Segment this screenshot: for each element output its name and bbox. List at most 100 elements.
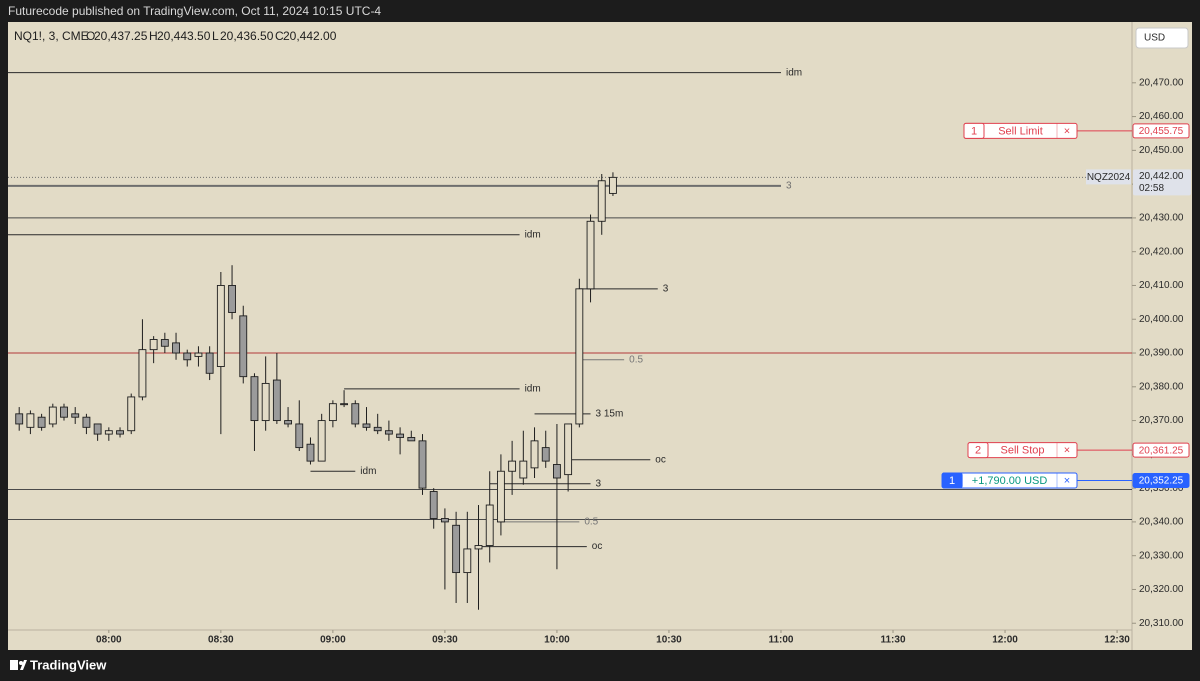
candle-body [48,406,57,425]
candle-body [440,518,449,523]
plot-area: idm 3 idm 3 0.5 idm 3 15m oc idm 3 0.5 oc [8,67,1132,610]
candle-body [474,545,483,550]
footer-logo [10,660,27,670]
level-label: idm [525,383,541,394]
candle-body [26,413,35,428]
order-qty-cell [963,122,985,139]
level-label: 3 15m [596,408,624,419]
candle-body [541,447,550,462]
candle-body [306,443,315,462]
candle-body [194,352,203,357]
level-label: 3 [596,478,602,489]
order-close[interactable]: × [1064,475,1070,487]
y-tick-label: 20,470.00 [1139,77,1184,88]
candle-body [183,352,192,361]
symbol-tag [1086,169,1131,185]
last-price-label: 20,442.00 [1139,171,1184,182]
candle-body [272,379,281,422]
level-label: oc [592,541,603,552]
chart-panel [8,22,1192,650]
candle-body [317,420,326,462]
candle-body [463,548,472,574]
order-qty: 1 [971,125,977,137]
currency-button[interactable] [1135,27,1189,49]
y-tick-label: 20,390.00 [1139,348,1184,359]
y-tick-label: 20,350.00 [1139,483,1184,494]
symbol-label: NQ1!, 3, CME [14,29,89,43]
level-label: 0.5 [584,517,598,528]
order-qty: 1 [949,475,955,487]
candle-body [564,423,573,476]
currency-label: USD [1144,33,1165,44]
legend-key: C [275,29,284,43]
level-label: 3 [786,180,792,191]
candle-body [138,349,147,398]
candle-body [519,460,528,479]
candle-body [328,403,337,422]
y-tick-label: 20,400.00 [1139,314,1184,325]
candle-body [597,180,606,222]
candle-body [104,430,113,435]
x-tick-label: 08:30 [208,635,234,646]
y-tick-label: 20,310.00 [1139,618,1184,629]
legend-value: 20,436.50 [220,29,274,43]
brand-name: TradingView [30,657,107,672]
candle-body [508,460,517,472]
candle-body [295,423,304,449]
candle-body [15,413,24,425]
level-label: idm [360,466,376,477]
order-qty: 2 [975,445,981,457]
candle-body [37,416,46,428]
level-label: 0.5 [629,354,643,365]
candle-body [609,176,617,194]
x-tick-label: 11:30 [880,635,905,646]
order-price-tag [1132,442,1190,458]
candle-body [205,352,214,374]
order-label: Sell Stop [1000,445,1044,457]
candle-body [127,396,136,432]
candle-body [250,376,259,422]
candle-body [239,315,248,378]
order-label: Sell Limit [998,125,1043,137]
candle-body [530,440,539,469]
order-close[interactable]: × [1064,445,1070,457]
x-tick-label: 09:30 [432,635,458,646]
candle-body [373,426,382,432]
y-tick-label: 20,330.00 [1139,550,1184,561]
candle-body [60,406,68,418]
order-close[interactable]: × [1064,125,1070,137]
x-tick-label: 09:00 [320,635,346,646]
x-tick-label: 10:30 [656,635,682,646]
x-tick-label: 11:00 [768,635,793,646]
candle-body [93,423,102,435]
y-tick-label: 20,460.00 [1139,111,1184,122]
candle-body [485,504,494,547]
candle-body [396,433,405,438]
y-tick-label: 20,450.00 [1139,145,1184,156]
candle-body [172,342,180,354]
candle-body [340,403,349,406]
logo-mark [10,660,18,670]
y-tick-label: 20,420.00 [1139,246,1184,257]
x-tick-label: 10:00 [544,635,570,646]
y-tick-label: 20,410.00 [1139,280,1184,291]
ohlc-legend: O20,437.25 H 20,443.50 L 20,436.50 C 20,442.00 [86,29,337,43]
publish-header: Futurecode published on TradingView.com,… [8,4,381,18]
candle-body [586,220,595,290]
order-qty-cell [941,472,963,489]
candle-body [496,470,505,523]
y-tick-label: 20,370.00 [1139,415,1184,426]
x-tick-label: 12:30 [1104,635,1130,646]
candle-body [71,413,80,418]
symbol-tag-label: NQZ2024 [1087,172,1131,183]
candle-body [284,420,292,425]
legend-key: O [86,29,95,43]
order-price-label: 20,352.25 [1139,476,1184,487]
order-price-tag [1132,123,1190,139]
last-price-tag [1133,169,1191,196]
y-tick-label: 20,430.00 [1139,213,1184,224]
candle-body [418,440,427,489]
legend-key: H [149,29,158,43]
x-tick-label: 12:00 [992,635,1018,646]
